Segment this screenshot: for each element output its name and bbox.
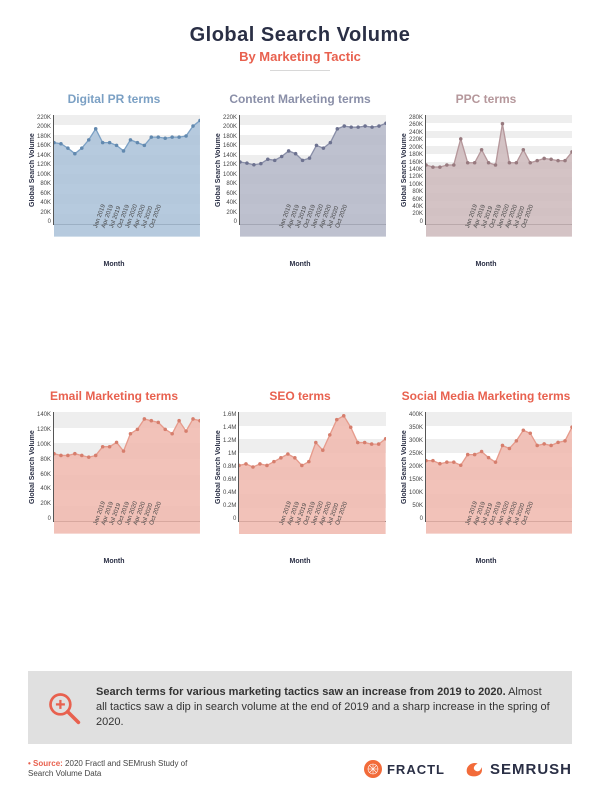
callout-text: Search terms for various marketing tacti… bbox=[96, 685, 554, 730]
source-text: • Source: 2020 Fractl and SEMrush Study … bbox=[28, 759, 208, 780]
charts-grid: Digital PR termsGlobal Search Volume220K… bbox=[28, 85, 572, 653]
footer-logos: FRACTL SEMRUSH bbox=[364, 758, 572, 780]
chart-title: PPC terms bbox=[456, 85, 517, 115]
chart-panel: Digital PR terms Global Search Volume220K… bbox=[28, 85, 200, 356]
chart-panel: PPC terms Global Search Volume280K260K240… bbox=[400, 85, 572, 356]
y-axis-label: Global Search Volume bbox=[214, 115, 223, 225]
x-axis-label: Month bbox=[104, 558, 125, 565]
y-ticks: 140K120K100K80K60K40K20K0 bbox=[37, 412, 53, 522]
chart-title: SEO terms bbox=[269, 382, 330, 412]
semrush-text: SEMRUSH bbox=[490, 761, 572, 778]
chart-panel: Content Marketing terms Global Search Vol… bbox=[214, 85, 386, 356]
x-axis-label: Month bbox=[476, 558, 497, 565]
callout-box: Search terms for various marketing tacti… bbox=[28, 671, 572, 744]
x-axis-label: Month bbox=[290, 558, 311, 565]
y-ticks: 400K350K300K250K200K150K100K50K0 bbox=[409, 412, 425, 522]
fractl-text: FRACTL bbox=[387, 762, 445, 777]
title-rule bbox=[270, 70, 330, 71]
chart-title: Content Marketing terms bbox=[229, 85, 370, 115]
y-axis-label: Global Search Volume bbox=[28, 412, 37, 522]
x-axis-label: Month bbox=[290, 261, 311, 268]
y-axis-label: Global Search Volume bbox=[214, 412, 223, 522]
y-ticks: 280K260K240K220K200K180K160K140K120K100K… bbox=[409, 115, 425, 225]
footer: • Source: 2020 Fractl and SEMrush Study … bbox=[28, 758, 572, 780]
y-axis-label: Global Search Volume bbox=[400, 412, 409, 522]
callout-bold: Search terms for various marketing tacti… bbox=[96, 686, 506, 698]
magnify-plus-icon bbox=[46, 690, 82, 726]
source-label: Source: bbox=[33, 759, 63, 768]
y-ticks: 1.6M1.4M1.2M1M0.8M0.6M0.4M0.2M0 bbox=[223, 412, 238, 522]
semrush-icon bbox=[463, 758, 485, 780]
chart-title: Social Media Marketing terms bbox=[402, 382, 571, 412]
chart-panel: Social Media Marketing termsGlobal Searc… bbox=[400, 382, 572, 653]
header: Global Search Volume By Marketing Tactic bbox=[28, 24, 572, 71]
chart-panel: Email Marketing terms Global Search Volum… bbox=[28, 382, 200, 653]
y-ticks: 220K200K180K160K140K120K100K80K60K40K20K… bbox=[37, 115, 53, 225]
chart-title: Email Marketing terms bbox=[50, 382, 178, 412]
y-axis-label: Global Search Volume bbox=[400, 115, 409, 225]
fractl-icon bbox=[364, 760, 382, 778]
y-ticks: 220K200K180K160K140K120K100K80K60K40K20K… bbox=[223, 115, 239, 225]
fractl-logo: FRACTL bbox=[364, 760, 445, 778]
page-title: Global Search Volume bbox=[28, 24, 572, 47]
semrush-logo: SEMRUSH bbox=[463, 758, 572, 780]
chart-panel: SEO terms Global Search Volume1.6M1.4M1.2… bbox=[214, 382, 386, 653]
x-axis-label: Month bbox=[104, 261, 125, 268]
y-axis-label: Global Search Volume bbox=[28, 115, 37, 225]
x-axis-label: Month bbox=[476, 261, 497, 268]
page-subtitle: By Marketing Tactic bbox=[28, 49, 572, 64]
chart-title: Digital PR terms bbox=[68, 85, 161, 115]
